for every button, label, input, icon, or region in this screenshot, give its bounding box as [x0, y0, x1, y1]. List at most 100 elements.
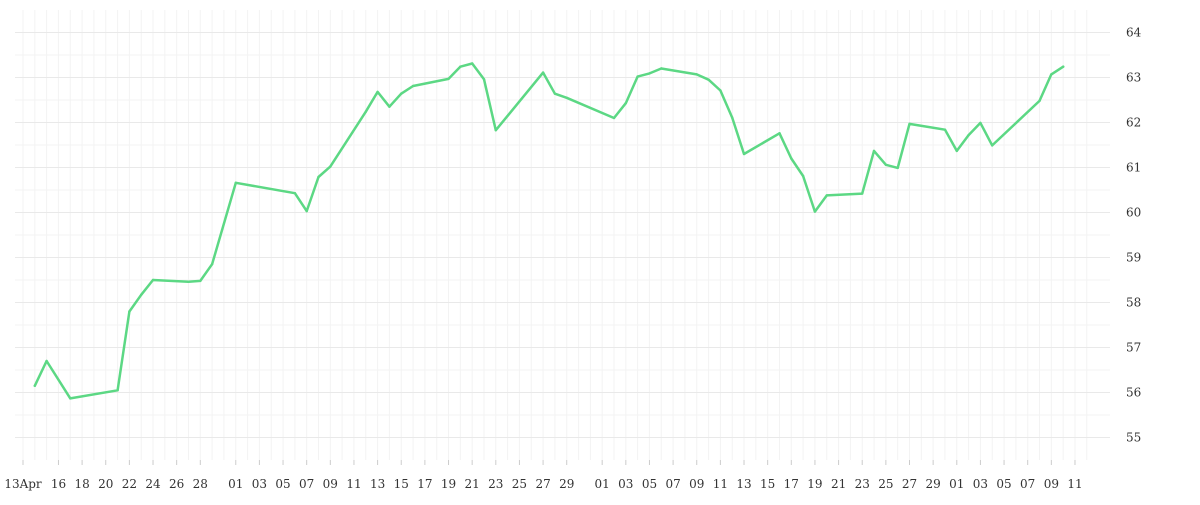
x-tick-label: 07 — [1020, 477, 1035, 491]
x-tick-label: 25 — [878, 477, 893, 491]
data-point — [742, 152, 746, 156]
x-tick-label: 23 — [488, 477, 503, 491]
data-point — [1050, 73, 1053, 76]
data-point — [364, 110, 367, 113]
data-point — [234, 181, 237, 184]
data-point — [565, 96, 568, 100]
x-tick-label: 05 — [996, 477, 1011, 491]
data-point — [778, 132, 781, 135]
data-point — [553, 92, 557, 95]
data-point — [707, 78, 710, 81]
y-tick-label: 59 — [1126, 251, 1141, 265]
data-point — [861, 192, 864, 195]
x-tick-label: 07 — [299, 477, 314, 491]
x-tick-label: 15 — [760, 477, 775, 491]
data-point — [187, 280, 190, 283]
x-tick-label: 03 — [618, 477, 633, 491]
data-point — [612, 116, 616, 120]
x-tick-label: 07 — [665, 477, 680, 491]
x-tick-label: 11 — [1067, 477, 1082, 491]
data-point — [128, 310, 131, 313]
data-point — [955, 149, 958, 153]
x-tick-label: 22 — [122, 477, 137, 491]
x-tick-label: 13Apr — [4, 477, 42, 491]
x-tick-label: 29 — [559, 477, 574, 491]
data-point — [813, 210, 817, 213]
data-point — [317, 175, 320, 179]
data-point — [884, 163, 888, 166]
x-tick-label: 09 — [1044, 477, 1059, 491]
data-point — [69, 397, 72, 400]
x-tick-label: 21 — [831, 477, 846, 491]
data-point — [648, 72, 651, 75]
data-point — [293, 192, 297, 195]
x-tick-label: 03 — [252, 477, 267, 491]
x-tick-label: 01 — [595, 477, 610, 491]
data-point — [199, 279, 202, 283]
x-tick-label: 13 — [736, 477, 751, 491]
y-tick-label: 63 — [1126, 71, 1141, 85]
x-tick-label: 09 — [323, 477, 338, 491]
y-tick-label: 61 — [1126, 161, 1141, 175]
x-tick-label: 13 — [370, 477, 385, 491]
x-tick-label: 03 — [973, 477, 988, 491]
data-point — [388, 105, 391, 108]
data-point — [801, 174, 805, 178]
x-tick-label: 25 — [512, 477, 527, 491]
data-point — [411, 84, 415, 88]
data-point — [376, 90, 379, 94]
x-tick-label: 29 — [925, 477, 940, 491]
x-tick-label: 23 — [855, 477, 870, 491]
data-point — [1038, 99, 1041, 103]
data-point — [447, 77, 450, 81]
y-tick-label: 55 — [1126, 431, 1141, 445]
data-point — [731, 116, 734, 119]
x-tick-label: 15 — [394, 477, 409, 491]
data-point — [33, 384, 36, 387]
data-point — [140, 293, 143, 296]
data-point — [329, 165, 332, 168]
data-point — [991, 144, 994, 147]
y-tick-label: 62 — [1126, 116, 1141, 130]
series-line — [33, 62, 1065, 400]
y-tick-label: 64 — [1126, 26, 1142, 40]
data-point — [116, 389, 119, 392]
data-point — [872, 149, 876, 153]
x-tick-label: 11 — [346, 477, 361, 491]
data-point — [1062, 65, 1065, 68]
data-point — [624, 102, 627, 105]
data-point — [636, 75, 639, 78]
data-point — [459, 65, 462, 68]
x-tick-label: 26 — [169, 477, 184, 491]
y-tick-label: 60 — [1126, 206, 1141, 220]
y-tick-label: 58 — [1126, 296, 1141, 310]
x-tick-label: 24 — [145, 477, 161, 491]
y-tick-label: 57 — [1126, 341, 1141, 355]
x-tick-label: 27 — [535, 477, 550, 491]
data-point — [719, 89, 722, 92]
x-tick-label: 19 — [441, 477, 456, 491]
data-point — [908, 122, 911, 126]
series — [33, 62, 1065, 400]
x-tick-label: 17 — [417, 477, 432, 491]
x-tick-label: 05 — [275, 477, 290, 491]
data-point — [494, 129, 497, 132]
x-tick-label: 05 — [642, 477, 657, 491]
data-point — [660, 67, 663, 70]
data-point — [979, 121, 982, 125]
data-point — [45, 359, 48, 363]
x-tick-label: 01 — [228, 477, 243, 491]
x-tick-label: 16 — [51, 477, 66, 491]
x-tick-label: 17 — [784, 477, 799, 491]
axes: 13Apr 16 18 20 22 24 26 28 01 03 05 07 09 11 13 15 17 19 2… — [4, 26, 1141, 492]
x-tick-label: 27 — [902, 477, 917, 491]
x-tick-label: 09 — [689, 477, 704, 491]
data-point — [210, 263, 214, 266]
data-point — [541, 71, 545, 74]
data-point — [896, 166, 899, 170]
data-point — [967, 133, 970, 137]
data-point — [471, 62, 474, 65]
data-point — [482, 78, 486, 81]
data-point — [943, 128, 947, 131]
